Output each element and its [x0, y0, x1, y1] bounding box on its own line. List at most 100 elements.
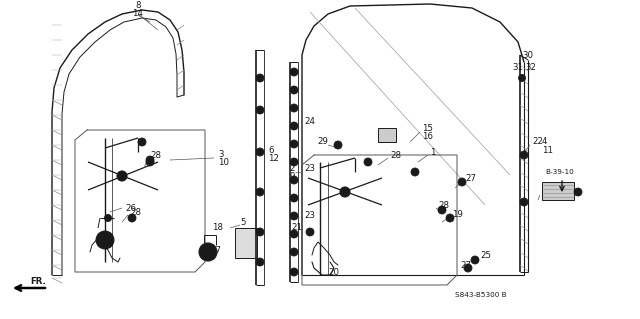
Circle shape	[290, 140, 298, 148]
Circle shape	[259, 260, 262, 263]
Text: 9: 9	[290, 172, 295, 181]
Circle shape	[522, 153, 525, 157]
Circle shape	[366, 160, 370, 164]
Circle shape	[256, 228, 264, 236]
Circle shape	[574, 188, 582, 196]
Text: 18: 18	[212, 224, 223, 233]
Circle shape	[138, 138, 146, 146]
Text: 23: 23	[304, 164, 315, 173]
Circle shape	[256, 188, 264, 196]
Circle shape	[292, 160, 296, 164]
Circle shape	[131, 216, 134, 219]
Circle shape	[449, 216, 452, 219]
Text: 21: 21	[291, 224, 302, 233]
Circle shape	[290, 230, 298, 238]
Text: 28: 28	[130, 207, 141, 217]
Text: 25: 25	[480, 250, 491, 259]
Text: 8: 8	[135, 2, 141, 11]
Circle shape	[306, 228, 314, 236]
Text: 3: 3	[218, 150, 223, 159]
Text: 1: 1	[430, 147, 435, 157]
Circle shape	[290, 248, 298, 256]
Text: 19: 19	[452, 210, 463, 219]
Circle shape	[120, 174, 124, 178]
Text: 17: 17	[210, 246, 221, 255]
Text: 12: 12	[268, 153, 279, 162]
Circle shape	[259, 230, 262, 234]
Text: 26: 26	[125, 204, 136, 212]
Text: 11: 11	[542, 145, 553, 154]
Circle shape	[577, 190, 580, 194]
Text: 27: 27	[460, 261, 471, 270]
Circle shape	[290, 176, 298, 184]
Text: 23: 23	[304, 211, 315, 219]
Circle shape	[413, 170, 417, 174]
Text: 5: 5	[240, 218, 246, 226]
Circle shape	[104, 214, 111, 221]
Circle shape	[256, 74, 264, 82]
Text: 28: 28	[390, 151, 401, 160]
Text: 2: 2	[289, 164, 295, 173]
Circle shape	[292, 233, 296, 236]
Circle shape	[518, 75, 525, 81]
Circle shape	[256, 106, 264, 114]
Circle shape	[474, 258, 477, 262]
Circle shape	[290, 158, 298, 166]
Text: 29: 29	[317, 137, 328, 146]
Circle shape	[460, 181, 463, 184]
Circle shape	[292, 271, 296, 274]
Circle shape	[520, 77, 524, 79]
Bar	[542, 182, 574, 200]
Text: 20: 20	[328, 268, 339, 277]
Circle shape	[438, 206, 446, 214]
Circle shape	[471, 256, 479, 264]
Text: 28: 28	[438, 201, 449, 210]
Text: 16: 16	[422, 131, 433, 140]
Circle shape	[308, 230, 312, 234]
Text: 30: 30	[522, 50, 533, 60]
Circle shape	[334, 141, 342, 149]
Circle shape	[290, 122, 298, 130]
Circle shape	[292, 88, 296, 92]
Circle shape	[440, 208, 444, 211]
Circle shape	[259, 150, 262, 154]
Circle shape	[290, 68, 298, 76]
Circle shape	[446, 214, 454, 222]
Text: 32: 32	[525, 63, 536, 72]
Circle shape	[292, 250, 296, 254]
Text: 14: 14	[132, 9, 143, 18]
Circle shape	[292, 214, 296, 218]
Circle shape	[256, 148, 264, 156]
Circle shape	[520, 151, 528, 159]
Text: 28: 28	[150, 151, 161, 160]
Circle shape	[343, 190, 347, 194]
Circle shape	[458, 178, 466, 186]
Circle shape	[101, 236, 109, 244]
Text: B-39-10: B-39-10	[545, 169, 573, 175]
Circle shape	[464, 264, 472, 272]
Circle shape	[292, 142, 296, 145]
Circle shape	[199, 243, 217, 261]
Circle shape	[259, 190, 262, 194]
Text: FR.: FR.	[30, 278, 46, 286]
Circle shape	[146, 158, 154, 166]
Text: 22: 22	[532, 137, 543, 146]
Circle shape	[364, 158, 372, 166]
Circle shape	[292, 178, 296, 182]
Circle shape	[520, 198, 528, 206]
Text: 15: 15	[422, 123, 433, 132]
Circle shape	[146, 156, 154, 164]
Circle shape	[337, 144, 340, 147]
Text: 4: 4	[542, 137, 547, 146]
Text: S843-B5300 B: S843-B5300 B	[455, 292, 507, 298]
Circle shape	[292, 197, 296, 200]
Circle shape	[148, 159, 152, 162]
Circle shape	[259, 76, 262, 80]
Circle shape	[96, 231, 114, 249]
Circle shape	[340, 187, 350, 197]
Circle shape	[411, 168, 419, 176]
Text: 27: 27	[465, 174, 476, 182]
Circle shape	[292, 124, 296, 128]
Text: 10: 10	[218, 158, 229, 167]
Circle shape	[290, 86, 298, 94]
